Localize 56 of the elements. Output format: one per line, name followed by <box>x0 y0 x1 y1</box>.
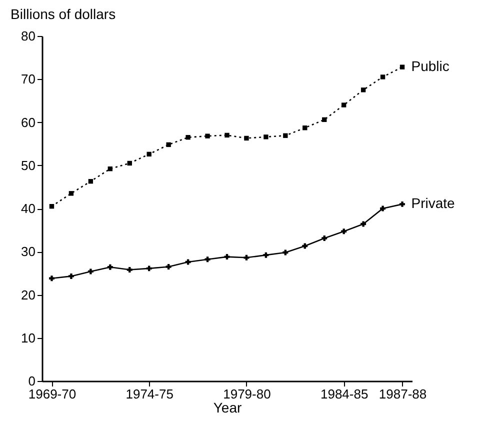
point <box>283 133 288 138</box>
point <box>205 134 210 138</box>
y-tick-label: 20 <box>21 287 36 302</box>
x-tick-label: 1987-88 <box>378 386 427 402</box>
point <box>302 126 308 130</box>
y-tick-label: 60 <box>21 114 36 130</box>
point <box>380 206 386 212</box>
point <box>107 264 113 270</box>
point <box>244 254 250 260</box>
y-tick-label: 30 <box>21 244 36 260</box>
point <box>127 160 132 166</box>
point <box>224 132 230 138</box>
x-tick-label: 1974-75 <box>126 386 174 402</box>
point <box>166 142 171 148</box>
point <box>146 266 152 272</box>
x-axis-title: Year <box>213 400 242 416</box>
point <box>400 201 405 207</box>
y-tick-label: 40 <box>21 201 36 216</box>
y-tick-label: 10 <box>21 330 36 346</box>
point <box>186 135 190 140</box>
point <box>185 259 191 265</box>
point <box>400 64 405 70</box>
point <box>68 273 74 279</box>
point <box>68 191 74 196</box>
point <box>302 243 308 249</box>
y-tick-label: 0 <box>28 374 36 388</box>
point <box>224 254 230 260</box>
point <box>322 236 328 241</box>
y-axis-title: Billions of dollars <box>10 6 116 22</box>
point <box>282 250 288 256</box>
point <box>360 88 366 92</box>
point <box>49 276 54 282</box>
point <box>322 117 327 122</box>
point <box>88 178 94 184</box>
point <box>204 256 210 262</box>
point <box>166 264 172 270</box>
point <box>126 267 132 272</box>
point <box>263 252 269 258</box>
y-tick-label: 70 <box>21 72 36 87</box>
point <box>341 102 346 108</box>
x-tick-label: 1979-80 <box>223 386 271 402</box>
series-label: Private <box>411 195 456 212</box>
point <box>264 134 268 140</box>
y-tick-label: 80 <box>21 28 36 44</box>
x-tick-label: 1984-85 <box>320 386 368 402</box>
point <box>88 268 94 274</box>
point <box>244 136 249 141</box>
point <box>146 152 152 157</box>
point <box>108 166 113 172</box>
y-tick-label: 50 <box>21 158 36 173</box>
point <box>341 228 347 234</box>
point <box>380 74 386 80</box>
series-label: Public <box>411 58 450 74</box>
x-tick-label: 1969-70 <box>28 386 76 402</box>
point <box>360 221 366 227</box>
point <box>49 204 54 209</box>
